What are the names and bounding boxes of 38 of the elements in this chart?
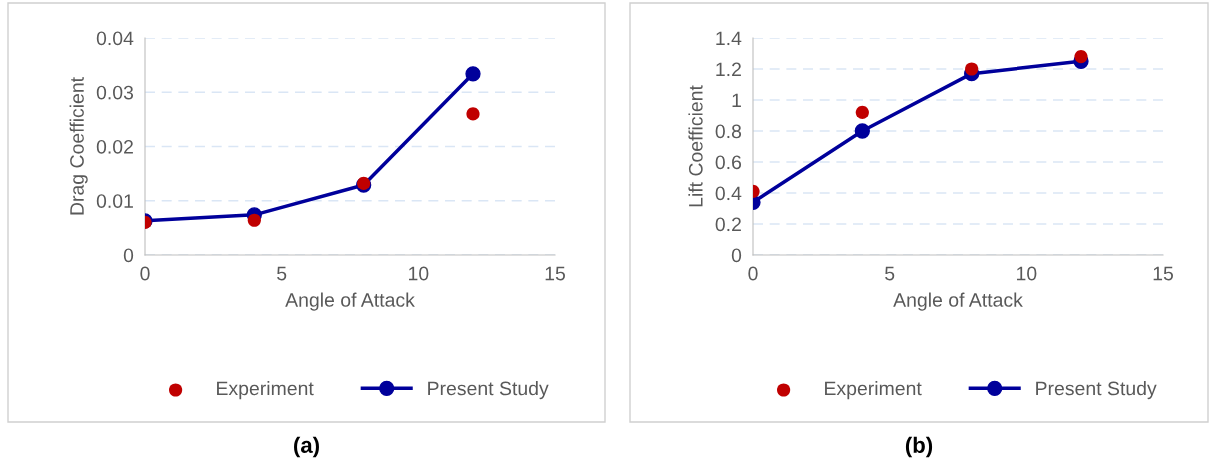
y-axis-title: Lift Coefficient — [688, 85, 703, 207]
y-tick-label: 0.8 — [715, 124, 742, 139]
x-tick-label: 5 — [885, 266, 895, 281]
y-tick-label: 0 — [123, 248, 134, 263]
point — [247, 213, 261, 227]
x-tick-label: 0 — [140, 266, 150, 281]
legend-label: Experiment — [825, 381, 922, 400]
legend-label: Present Study — [1036, 381, 1157, 400]
y-tick-label: 0.6 — [715, 155, 742, 170]
point — [965, 62, 979, 76]
y-tick-label: 0.04 — [96, 31, 134, 46]
y-axis-title: Drag Coefficient — [69, 77, 88, 215]
y-tick-label: 0.03 — [96, 85, 134, 100]
text: (b) — [905, 436, 933, 458]
y-tick-label: 0 — [731, 248, 742, 263]
x-axis-title: Angle of Attack — [893, 292, 1023, 311]
y-tick-label: 1 — [732, 93, 741, 108]
text: (a) — [294, 436, 319, 458]
x-tick-label: 10 — [409, 266, 429, 281]
legend-label: Experiment — [217, 381, 314, 400]
point — [854, 123, 870, 139]
x-tick-label: 5 — [277, 266, 287, 281]
y-tick-label: 1.4 — [716, 31, 742, 46]
x-axis-title: Angle of Attack — [285, 292, 415, 311]
x-tick-label: 0 — [748, 266, 758, 281]
point — [1074, 50, 1088, 64]
point — [466, 107, 480, 121]
x-tick-label: 10 — [1017, 266, 1037, 281]
y-tick-label: 0.02 — [96, 139, 133, 154]
point — [465, 66, 481, 82]
y-tick-label: 0.01 — [96, 194, 133, 208]
x-tick-label: 15 — [545, 266, 565, 281]
y-tick-label: 0.2 — [715, 217, 741, 232]
point — [855, 105, 869, 119]
y-tick-label: 0.4 — [715, 186, 742, 201]
x-tick-label: 15 — [1153, 266, 1173, 281]
legend-label: Present Study — [428, 381, 549, 400]
y-tick-label: 1.2 — [716, 62, 741, 77]
